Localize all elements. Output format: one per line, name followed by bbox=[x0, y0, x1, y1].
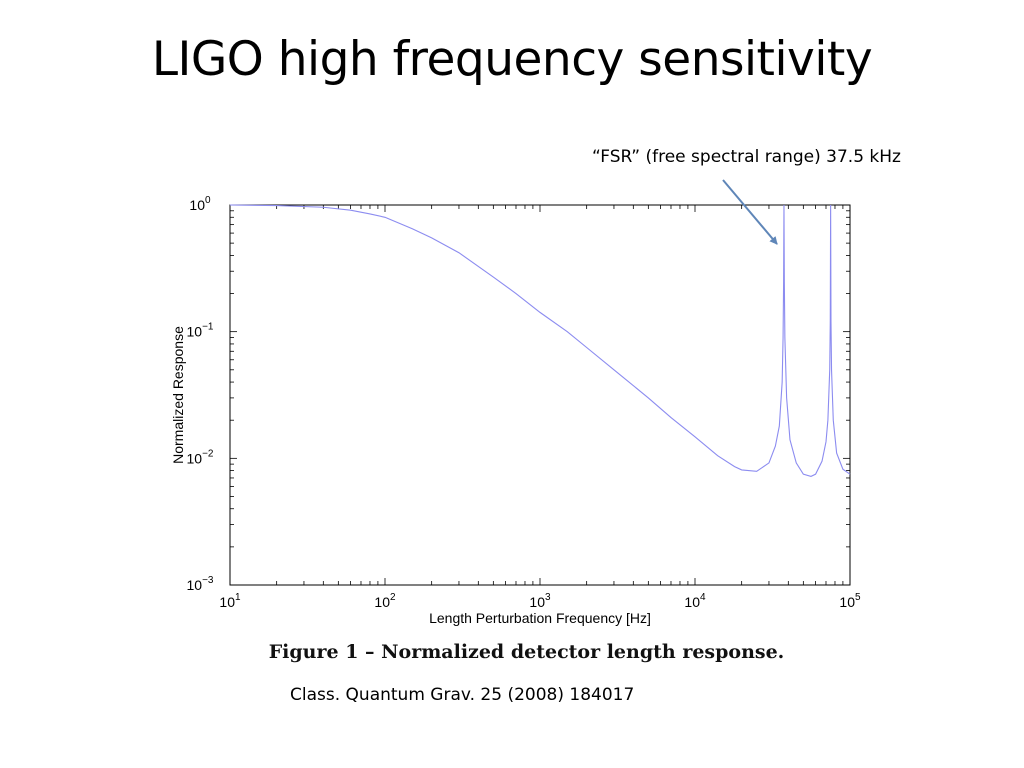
slide-title: LIGO high frequency sensitivity bbox=[151, 32, 873, 87]
x-tick-label: 102 bbox=[374, 592, 396, 610]
y-tick-label: 10−1 bbox=[187, 322, 214, 340]
x-tick-label: 105 bbox=[839, 592, 861, 610]
x-axis-label: Length Perturbation Frequency [Hz] bbox=[429, 610, 651, 626]
citation: Class. Quantum Grav. 25 (2008) 184017 bbox=[290, 685, 635, 705]
x-axis-tick-labels: 101 102 103 104 105 bbox=[219, 592, 861, 610]
y-axis-ticks bbox=[230, 210, 850, 586]
x-tick-label: 101 bbox=[219, 592, 241, 610]
x-tick-label: 104 bbox=[684, 592, 706, 610]
response-curve bbox=[229, 204, 851, 477]
x-tick-label: 103 bbox=[529, 592, 551, 610]
y-axis-label: Normalized Response bbox=[170, 326, 186, 464]
fsr-arrow bbox=[722, 179, 778, 245]
fsr-annotation: “FSR” (free spectral range) 37.5 kHz bbox=[592, 147, 901, 167]
chart: 101 102 103 104 105 100 10−1 10−2 10−3 Length P… bbox=[170, 179, 861, 626]
plot-frame bbox=[229, 204, 851, 586]
y-tick-label: 10−2 bbox=[187, 448, 214, 466]
y-tick-label: 100 bbox=[189, 195, 211, 213]
x-axis-ticks bbox=[229, 205, 844, 585]
figure-caption: Figure 1 – Normalized detector length re… bbox=[268, 641, 785, 663]
y-axis-tick-labels: 100 10−1 10−2 10−3 bbox=[187, 195, 214, 593]
y-tick-label: 10−3 bbox=[187, 575, 214, 593]
